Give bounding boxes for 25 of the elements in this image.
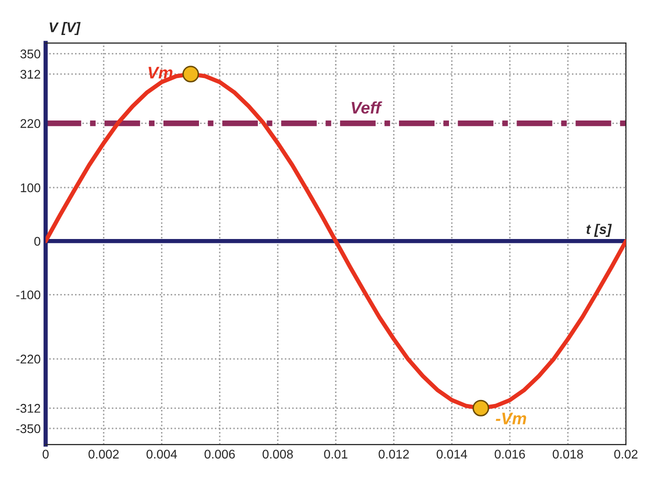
y-tick-label: -350 (16, 424, 40, 434)
annotation: Vm (148, 66, 172, 78)
y-tick-label: 312 (20, 70, 40, 79)
y-tick-label: -100 (16, 290, 40, 300)
y-tick-label: 0 (34, 236, 40, 246)
y-tick-label: 220 (20, 119, 40, 128)
x-tick-label: 0.004 (146, 450, 177, 459)
ref-line-label: Veff (352, 101, 382, 114)
x-tick-label: 0.01 (324, 450, 348, 459)
y-tick-label: 100 (20, 183, 40, 192)
y-tick-label: -220 (16, 354, 40, 364)
x-tick-label: 0.02 (614, 450, 638, 459)
x-tick-label: 0.012 (378, 450, 409, 459)
x-tick-label: 0.016 (494, 450, 525, 459)
x-tick-label: 0.018 (552, 450, 583, 459)
x-tick-label: 0.006 (204, 450, 235, 459)
x-tick-label: 0.014 (436, 450, 468, 459)
y-tick-label: 350 (20, 50, 40, 58)
x-tick-label: 0.002 (88, 450, 119, 459)
x-tick-label: 0.008 (262, 450, 293, 459)
y-tick-label: -312 (16, 404, 40, 413)
annotation: -Vm (496, 412, 526, 424)
x-tick-label: 0 (42, 450, 49, 459)
x-axis-title: t [s] (586, 224, 612, 237)
y-axis-title: V [V] (50, 22, 81, 35)
